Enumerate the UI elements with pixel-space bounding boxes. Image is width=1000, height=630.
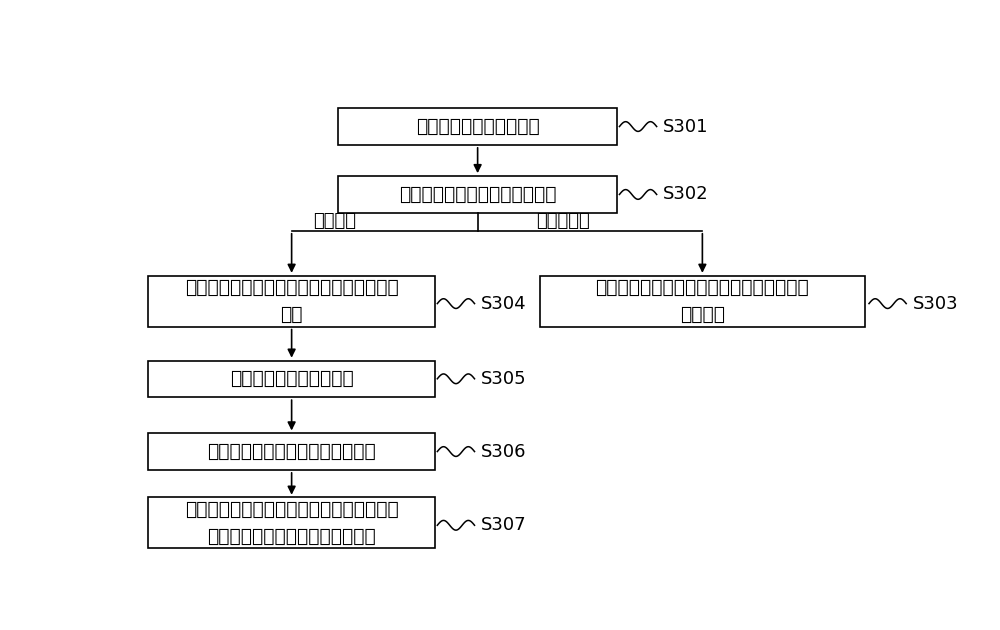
Bar xyxy=(540,276,865,326)
Text: S304: S304 xyxy=(481,295,526,312)
Text: 拒绝控制变电站防主动误操作设备进入电子
解锁流程: 拒绝控制变电站防主动误操作设备进入电子 解锁流程 xyxy=(596,278,809,324)
Text: 控制变电站防主动误操作设备进入电子解锁
界面: 控制变电站防主动误操作设备进入电子解锁 界面 xyxy=(185,278,398,324)
Text: 验证电子钥匙的解锁操作是否成功: 验证电子钥匙的解锁操作是否成功 xyxy=(207,442,376,461)
Bar xyxy=(148,433,435,470)
Text: S303: S303 xyxy=(912,295,958,312)
Text: S307: S307 xyxy=(481,517,526,534)
Bar xyxy=(148,276,435,326)
Bar xyxy=(338,176,617,213)
Text: S306: S306 xyxy=(481,442,526,461)
Text: 未通过验证: 未通过验证 xyxy=(536,212,590,230)
Text: 如果电子钥匙的解锁操作成功，则控制变电
站防主动误操作设备进行解锁操作: 如果电子钥匙的解锁操作成功，则控制变电 站防主动误操作设备进行解锁操作 xyxy=(185,500,398,546)
Text: S302: S302 xyxy=(663,185,708,203)
Text: 获取操作人员的身份信息: 获取操作人员的身份信息 xyxy=(416,117,540,136)
Text: 对操作人员的身份信息进行验证: 对操作人员的身份信息进行验证 xyxy=(399,185,556,204)
Bar xyxy=(148,498,435,548)
Bar xyxy=(148,360,435,397)
Text: 检测电子钥匙的解锁操作: 检测电子钥匙的解锁操作 xyxy=(230,369,354,388)
Bar xyxy=(338,108,617,145)
Text: S301: S301 xyxy=(663,118,708,135)
Text: 通过验证: 通过验证 xyxy=(313,212,356,230)
Text: S305: S305 xyxy=(481,370,526,388)
